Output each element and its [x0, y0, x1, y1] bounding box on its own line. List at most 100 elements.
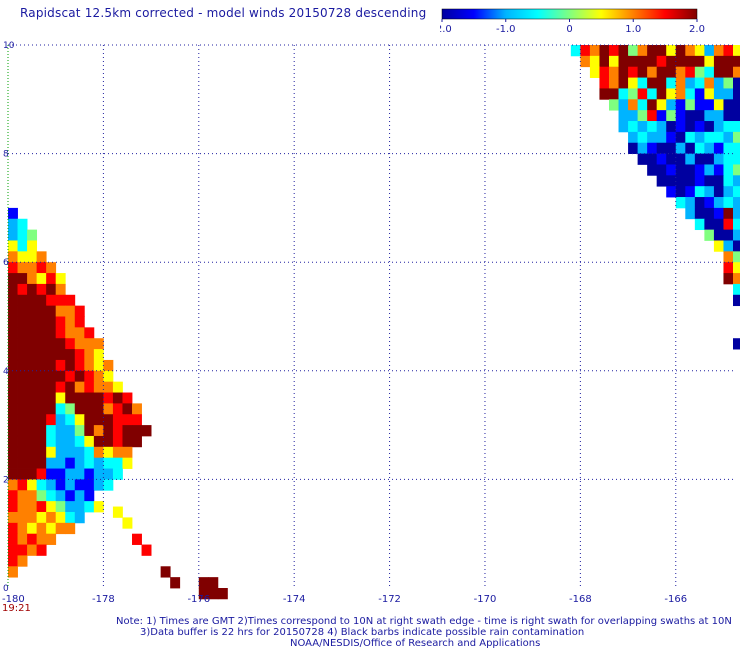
heatmap-cell: [27, 522, 38, 535]
heatmap-cell: [27, 305, 38, 317]
heatmap-cell: [36, 251, 47, 263]
heatmap-cell: [8, 262, 18, 274]
heatmap-cell: [713, 153, 724, 165]
heatmap-cell: [733, 99, 740, 111]
heatmap-cell: [65, 468, 76, 480]
heatmap-cell: [608, 55, 619, 68]
x-tick-label: -174: [283, 594, 306, 605]
heatmap-cell: [589, 45, 600, 57]
heatmap-cell: [647, 153, 658, 165]
heatmap-cell: [74, 414, 85, 426]
heatmap-cell: [36, 370, 47, 383]
heatmap-plot: 0 2 4 6 8 10 -180 -178 -176 -174 -172 -170 -168 -166 1…: [2, 41, 740, 614]
heatmap-cell: [675, 45, 686, 57]
heatmap-cell: [685, 164, 696, 176]
heatmap-cell: [17, 414, 28, 426]
heatmap-cell: [93, 370, 104, 383]
heatmap-cell: [46, 349, 57, 361]
heatmap-cell: [46, 327, 57, 339]
heatmap-cell: [65, 381, 76, 393]
heatmap-cell: [628, 55, 639, 68]
heatmap-cell: [656, 121, 667, 133]
heatmap-cell: [198, 588, 209, 600]
heatmap-cell: [666, 131, 677, 144]
x-tick-label: -178: [92, 594, 115, 605]
heatmap-cell: [8, 435, 18, 448]
heatmap-cell: [27, 229, 38, 241]
heatmap-cell: [8, 359, 18, 372]
heatmap-cell: [637, 55, 648, 68]
heatmap-cell: [74, 435, 85, 448]
heatmap-cell: [723, 175, 734, 187]
heatmap-cell: [8, 305, 18, 317]
heatmap-cell: [685, 99, 696, 111]
heatmap-cell: [713, 218, 724, 231]
heatmap-cell: [694, 142, 705, 154]
heatmap-cell: [36, 490, 47, 502]
heatmap-cell: [84, 446, 95, 459]
heatmap-cell: [8, 566, 18, 578]
heatmap-cell: [685, 110, 696, 122]
heatmap-cell: [637, 88, 648, 100]
heatmap-cell: [570, 45, 581, 57]
heatmap-cell: [647, 99, 658, 111]
colorbar-tick-label: 1.0: [625, 24, 641, 35]
heatmap-cell: [666, 186, 677, 198]
heatmap-cell: [46, 403, 57, 415]
heatmap-cell: [675, 110, 686, 122]
heatmap-cell: [637, 66, 648, 78]
heatmap-cell: [17, 316, 28, 328]
heatmap-cell: [8, 251, 18, 263]
heatmap-cell: [8, 338, 18, 350]
heatmap-cell: [93, 381, 104, 393]
heatmap-cell: [8, 381, 18, 393]
heatmap-cell: [103, 414, 114, 426]
heatmap-cell: [55, 414, 66, 426]
heatmap-cell: [675, 197, 686, 209]
heatmap-cell: [618, 66, 629, 78]
heatmap-cell: [27, 468, 38, 480]
heatmap-cell: [713, 164, 724, 176]
heatmap-cell: [36, 403, 47, 415]
heatmap-cell: [93, 425, 104, 437]
heatmap-cell: [65, 457, 76, 469]
heatmap-cell: [685, 175, 696, 187]
heatmap-cell: [208, 577, 219, 589]
heatmap-cell: [733, 262, 740, 274]
heatmap-cell: [733, 131, 740, 144]
heatmap-cell: [112, 446, 123, 459]
heatmap-cell: [628, 88, 639, 100]
heatmap-cell: [55, 294, 66, 307]
heatmap-cell: [723, 240, 734, 252]
heatmap-cell: [36, 338, 47, 350]
heatmap-cell: [65, 511, 76, 524]
heatmap-cell: [704, 110, 715, 122]
heatmap-cell: [713, 110, 724, 122]
heatmap-cell: [675, 77, 686, 89]
heatmap-cell: [647, 66, 658, 78]
heatmap-cell: [666, 142, 677, 154]
heatmap-cell: [17, 240, 28, 252]
heatmap-cell: [733, 88, 740, 100]
heatmap-cell: [618, 88, 629, 100]
heatmap-cell: [65, 338, 76, 350]
heatmap-cell: [46, 522, 57, 535]
heatmap-cell: [704, 229, 715, 241]
heatmap-cell: [46, 501, 57, 513]
heatmap-cell: [17, 425, 28, 437]
heatmap-cell: [656, 110, 667, 122]
heatmap-cell: [723, 121, 734, 133]
heatmap-cell: [84, 425, 95, 437]
heatmap-cell: [17, 555, 28, 567]
heatmap-cell: [733, 142, 740, 154]
heatmap-cell: [27, 294, 38, 307]
heatmap-cell: [93, 446, 104, 459]
heatmap-cell: [65, 316, 76, 328]
heatmap-cell: [656, 77, 667, 89]
heatmap-cell: [27, 251, 38, 263]
heatmap-cell: [628, 66, 639, 78]
heatmap-cell: [694, 99, 705, 111]
heatmap-cell: [694, 88, 705, 100]
heatmap-cell: [46, 381, 57, 393]
heatmap-cell: [27, 511, 38, 524]
